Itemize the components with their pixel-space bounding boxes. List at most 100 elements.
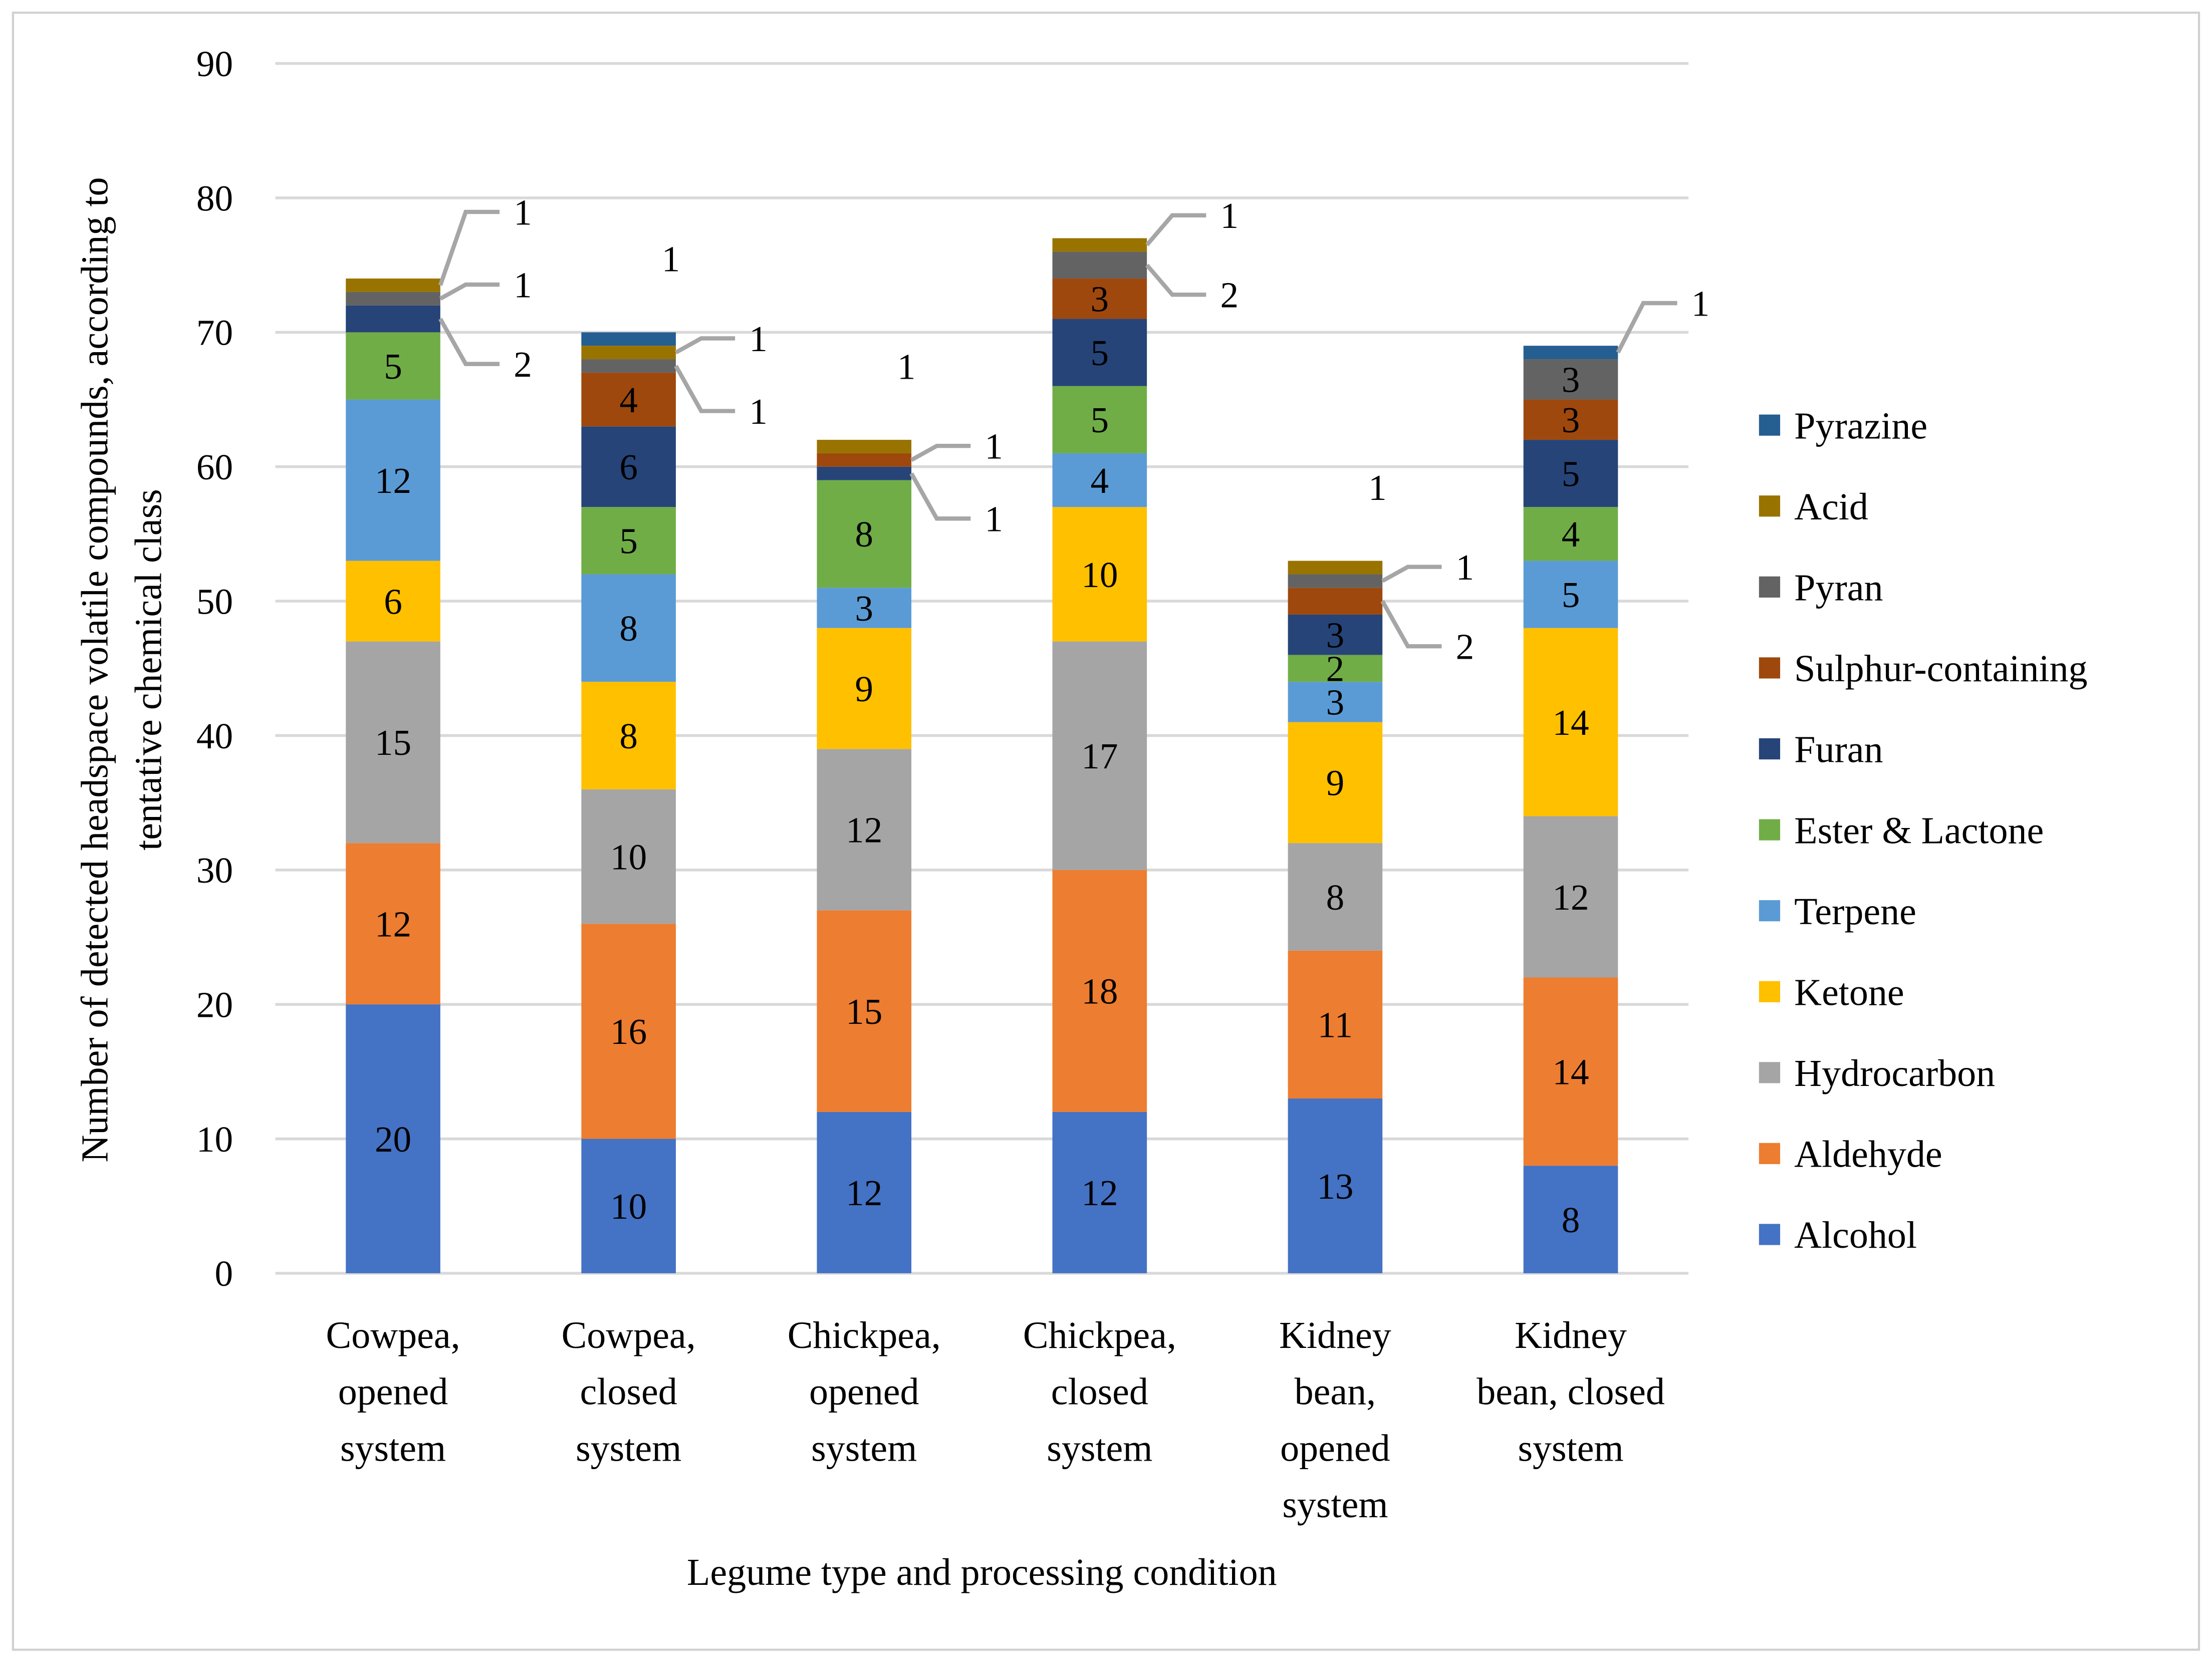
x-tick-label: Kidney	[1279, 1314, 1391, 1356]
legend-label: Acid	[1794, 486, 1868, 528]
bar-segment-ketone	[1288, 722, 1383, 844]
data-label: 11	[1318, 1005, 1353, 1045]
legend-swatch	[1759, 1224, 1781, 1245]
y-tick-label: 50	[196, 581, 233, 622]
data-label: 3	[1326, 615, 1345, 656]
data-label: 2	[1220, 275, 1239, 316]
data-label: 1	[897, 346, 916, 387]
data-label: 4	[1562, 514, 1580, 555]
data-label: 5	[1091, 333, 1109, 373]
data-label: 6	[384, 581, 402, 622]
data-label: 5	[1562, 575, 1580, 615]
data-label: 1	[1368, 467, 1387, 508]
bar-segment-terpene	[1052, 453, 1147, 507]
leader-line	[674, 365, 735, 413]
data-label: 6	[619, 447, 638, 487]
legend-label: Sulphur-containing	[1794, 648, 2087, 690]
bar-segment-furan	[346, 305, 440, 333]
data-label: 3	[855, 588, 873, 629]
data-label: 3	[1326, 682, 1345, 723]
data-label: 1	[1456, 547, 1474, 588]
data-label: 12	[1552, 877, 1589, 918]
leader-line	[674, 336, 735, 355]
legend-label: Hydrocarbon	[1794, 1052, 1995, 1094]
bar-segment-alcohol	[1288, 1098, 1383, 1273]
x-tick-label: Cowpea,	[326, 1314, 460, 1356]
bar-segment-terpene	[817, 588, 912, 628]
data-label: 14	[1552, 1052, 1589, 1092]
data-label: 5	[619, 521, 638, 562]
data-label: 1	[749, 391, 768, 432]
x-tick-label: bean,	[1295, 1371, 1376, 1413]
bar-segment-pyran	[1523, 359, 1618, 400]
bar-segment-sulphur-containing	[581, 372, 676, 427]
legend-swatch	[1759, 657, 1781, 679]
legend-label: Terpene	[1794, 891, 1916, 933]
bar-segment-furan	[1523, 440, 1618, 507]
bar-segment-ester-lactone	[817, 480, 912, 588]
data-label: 12	[1081, 1173, 1118, 1213]
bar-segment-alcohol	[1523, 1166, 1618, 1273]
bar-segment-pyran	[1052, 251, 1147, 279]
legend-item: Acid	[1759, 486, 1868, 528]
y-axis-title-line-1: Number of detected headspace volatile co…	[74, 177, 116, 1163]
legend-swatch	[1759, 738, 1781, 760]
bar-segment-alcohol	[346, 1004, 440, 1273]
bar-segment-sulphur-containing	[1523, 399, 1618, 440]
y-tick-label: 30	[196, 850, 233, 891]
y-axis-title-line-2: tentative chemical class	[127, 489, 169, 851]
leader-line	[1145, 213, 1206, 246]
bar-segment-aldehyde	[817, 910, 912, 1112]
y-tick-label: 80	[196, 178, 233, 218]
bar-segment-hydrocarbon	[1523, 816, 1618, 978]
bar-segment-ketone	[1052, 507, 1147, 642]
bar-segment-terpene	[581, 574, 676, 682]
data-label: 1	[514, 192, 532, 232]
x-tick-label: Chickpea,	[788, 1314, 941, 1356]
bar-segment-ester-lactone	[1052, 386, 1147, 453]
data-label: 3	[1562, 360, 1580, 400]
bar-segment-terpene	[346, 399, 440, 561]
legend-label: Ester & Lactone	[1794, 809, 2044, 852]
legend-item: Alcohol	[1759, 1214, 1917, 1256]
data-label: 18	[1081, 971, 1118, 1012]
bar-segment-sulphur-containing	[1288, 588, 1383, 615]
leader-line	[910, 443, 971, 462]
data-label: 13	[1317, 1166, 1353, 1207]
legend-swatch	[1759, 1062, 1781, 1083]
legend-item: Pyrazine	[1759, 405, 1927, 447]
data-label: 10	[610, 837, 647, 877]
leader-line	[1616, 301, 1677, 354]
bar-segment-aldehyde	[1523, 977, 1618, 1166]
bar-segment-pyran	[581, 359, 676, 373]
legend-item: Pyran	[1759, 567, 1883, 609]
leader-line	[909, 472, 971, 521]
data-label: 4	[619, 380, 638, 420]
data-label: 12	[846, 810, 882, 851]
data-label: 10	[1081, 555, 1118, 595]
legend-swatch	[1759, 900, 1781, 922]
bar-segment-sulphur-containing	[1052, 279, 1147, 319]
data-label: 9	[855, 669, 873, 709]
bar-segment-pyran	[346, 292, 440, 306]
data-label: 8	[1326, 877, 1345, 918]
x-tick-label: bean, closed	[1477, 1371, 1665, 1413]
legend-label: Aldehyde	[1794, 1134, 1942, 1176]
bar-segment-terpene	[1523, 561, 1618, 628]
x-tick-label: system	[1047, 1427, 1152, 1469]
legend-item: Furan	[1759, 729, 1883, 771]
bar-segment-pyran	[1288, 574, 1383, 588]
bar-segment-pyrazine	[581, 332, 676, 346]
bar-segment-aldehyde	[581, 924, 676, 1139]
legend-label: Furan	[1794, 729, 1883, 771]
bar-segment-hydrocarbon	[1288, 843, 1383, 951]
bar-segment-alcohol	[817, 1112, 912, 1273]
data-label: 5	[384, 346, 402, 387]
data-label: 5	[1091, 400, 1109, 440]
data-label: 10	[610, 1186, 647, 1227]
data-label: 8	[1562, 1200, 1580, 1240]
bar-segment-ketone	[1523, 628, 1618, 816]
leader-line	[1145, 263, 1206, 297]
bar-segment-aldehyde	[346, 843, 440, 1005]
data-label: 1	[1691, 283, 1710, 324]
